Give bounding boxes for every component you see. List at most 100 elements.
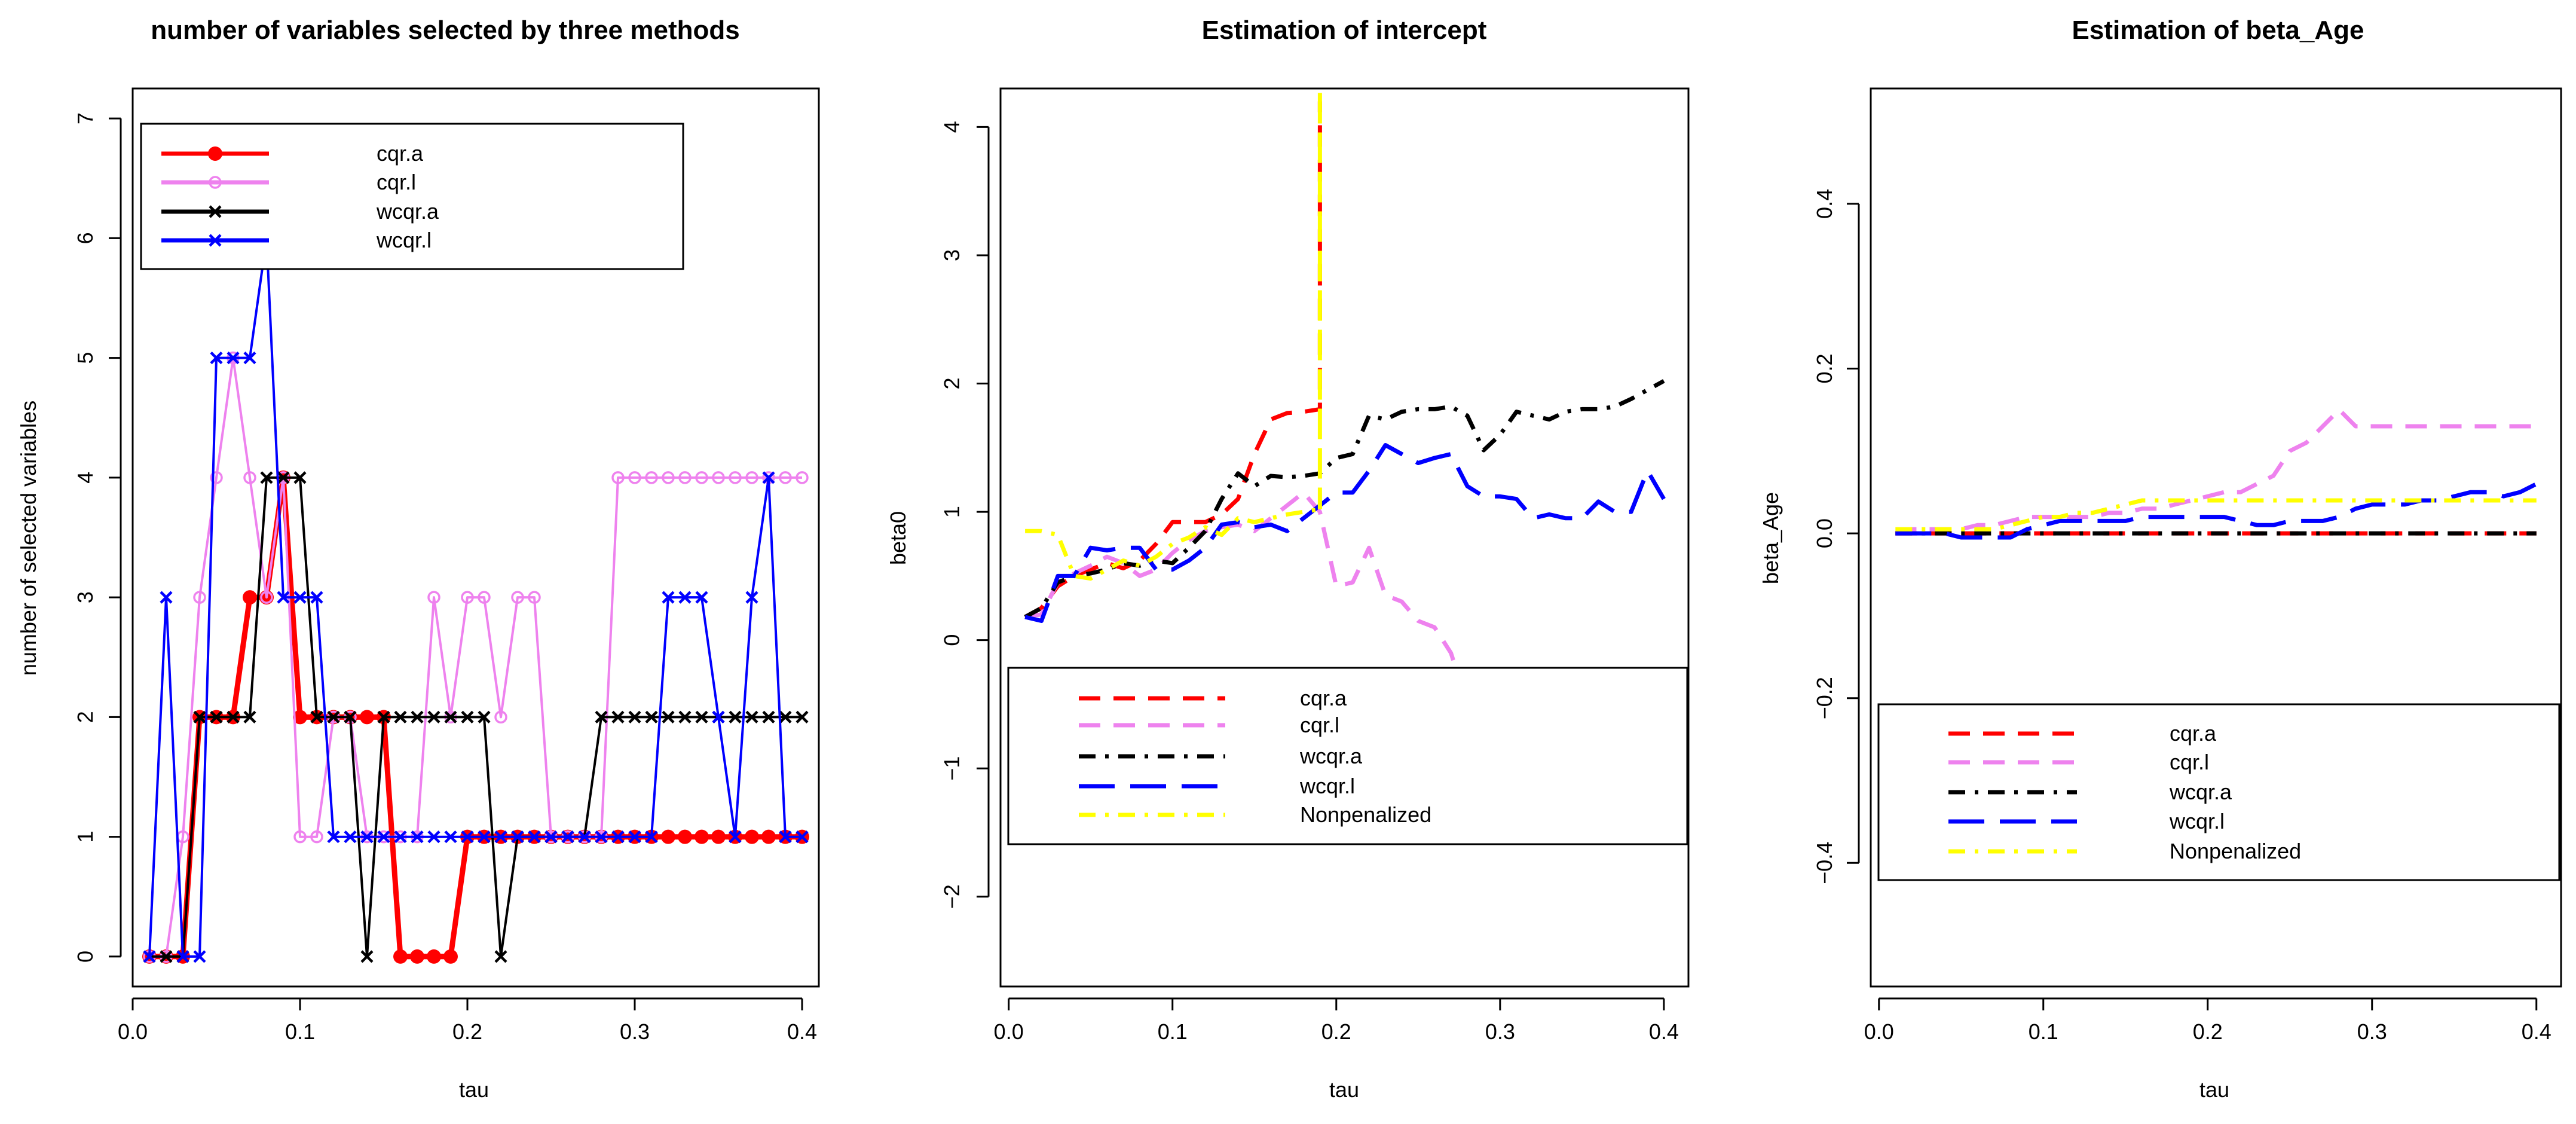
series-cqr.l — [143, 351, 809, 963]
y-tick-label: −0.4 — [1812, 842, 1837, 884]
data-point — [227, 710, 240, 723]
data-point — [461, 830, 474, 844]
data-point — [293, 710, 307, 725]
series-wcqr.l — [143, 231, 809, 963]
data-point — [209, 234, 222, 247]
data-point — [678, 710, 692, 723]
data-point — [595, 830, 608, 844]
data-point — [310, 591, 323, 604]
series-wcqr.a — [143, 471, 809, 963]
y-tick-label: 0 — [73, 951, 97, 963]
data-point — [611, 830, 625, 844]
data-point — [260, 471, 273, 484]
data-point — [478, 710, 491, 723]
data-point — [729, 471, 742, 484]
data-point — [796, 710, 809, 723]
x-tick-label: 0.4 — [2522, 1019, 2551, 1044]
data-point — [745, 829, 759, 844]
data-point — [645, 471, 658, 484]
series-cqr.a — [1024, 101, 1322, 619]
data-point — [394, 710, 407, 723]
series-wcqr.a — [1024, 379, 1665, 619]
data-point — [511, 830, 524, 844]
data-point — [277, 471, 290, 484]
data-point — [645, 710, 658, 723]
legend: cqr.a cqr.l wcqr.a wcqr.l — [140, 123, 684, 270]
data-point — [762, 471, 775, 484]
data-point — [444, 710, 457, 723]
y-axis-label: beta0 — [886, 511, 910, 565]
legend-label: cqr.a — [2170, 721, 2217, 746]
data-point — [511, 591, 524, 604]
data-point — [377, 710, 390, 723]
series-line — [1025, 88, 1322, 581]
data-point — [143, 950, 156, 963]
plot-area — [1024, 88, 1666, 707]
legend-label: cqr.l — [2170, 750, 2209, 774]
data-point — [494, 830, 507, 844]
x-tick-label: 0.0 — [118, 1019, 148, 1044]
data-point — [745, 710, 758, 723]
chart-title: number of variables selected by three me… — [151, 16, 739, 45]
chart-title: Estimation of beta_Age — [2072, 16, 2364, 45]
data-point — [176, 950, 189, 963]
data-point — [478, 830, 491, 844]
y-tick-label: 4 — [940, 121, 964, 133]
data-point — [695, 471, 708, 484]
legend-label: cqr.l — [1300, 713, 1339, 737]
x-tick-label: 0.3 — [1485, 1019, 1515, 1044]
series-line — [1024, 379, 1665, 619]
data-point — [711, 829, 726, 844]
data-point — [796, 830, 809, 844]
data-point — [360, 710, 374, 725]
data-point — [628, 471, 641, 484]
data-point — [628, 710, 641, 723]
data-point — [377, 830, 390, 844]
data-point — [443, 949, 458, 964]
y-tick-label: 0.2 — [1812, 353, 1837, 383]
data-point — [360, 830, 374, 844]
data-point — [360, 950, 374, 963]
legend-label: Nonpenalized — [1300, 802, 1431, 827]
data-point — [611, 471, 625, 484]
data-point — [695, 710, 708, 723]
x-tick-label: 0.0 — [1864, 1019, 1894, 1044]
series-Nonpenalized — [1895, 498, 2537, 532]
series-line — [148, 237, 802, 958]
data-point — [410, 949, 424, 964]
y-tick-label: 0 — [940, 634, 964, 646]
data-point — [662, 710, 675, 723]
data-point — [160, 591, 173, 604]
data-point — [628, 830, 641, 844]
legend-label: cqr.l — [377, 170, 416, 194]
data-point — [243, 352, 256, 365]
x-tick-label: 0.3 — [2357, 1019, 2387, 1044]
data-point — [411, 710, 424, 723]
y-tick-label: −0.2 — [1812, 677, 1837, 719]
plot-area — [1895, 407, 2538, 540]
x-tick-label: 0.1 — [1158, 1019, 1188, 1044]
data-point — [695, 829, 709, 844]
series-line — [1024, 101, 1322, 619]
x-axis-label: tau — [459, 1077, 489, 1102]
data-point — [712, 471, 725, 484]
data-point — [544, 830, 558, 844]
data-point — [243, 471, 256, 484]
data-point — [712, 710, 725, 723]
data-point — [645, 830, 658, 844]
y-tick-label: 0.4 — [1812, 189, 1837, 219]
y-tick-label: 5 — [73, 352, 97, 364]
data-point — [260, 591, 273, 604]
data-point — [210, 352, 223, 365]
series-line — [149, 476, 802, 958]
data-point — [678, 591, 692, 604]
data-point — [293, 471, 307, 484]
x-tick-label: 0.4 — [1649, 1019, 1679, 1044]
legend-label: wcqr.a — [376, 199, 439, 224]
legend-label: wcqr.l — [2169, 809, 2225, 833]
data-point — [779, 830, 792, 844]
chart-title: Estimation of intercept — [1202, 16, 1487, 45]
data-point — [729, 830, 742, 844]
legend-label: cqr.a — [1300, 686, 1347, 710]
